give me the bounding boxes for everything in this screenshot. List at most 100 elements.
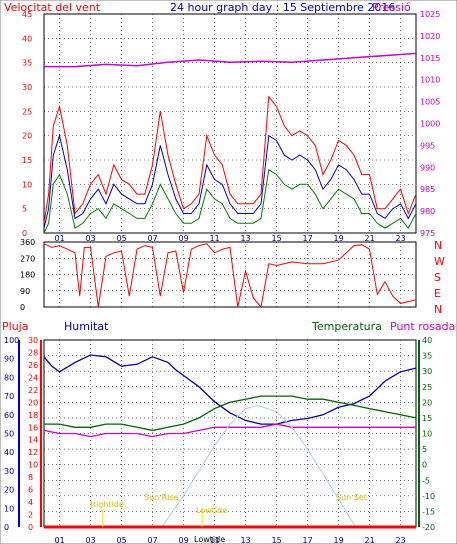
direction-tick-label: 270	[20, 254, 35, 263]
direction-tick-label: 90	[20, 287, 30, 296]
temperature-tick-label: -15	[422, 507, 435, 516]
climate-hour-label: 21	[365, 536, 375, 544]
wind-tick-label: 30	[22, 83, 32, 92]
pressure-tick-label: 975	[420, 229, 435, 238]
rain-tick-label: 18	[28, 411, 38, 420]
wind-tick-label: 0	[22, 229, 27, 238]
climate-hour-label: 05	[117, 536, 127, 544]
climate-hour-label: 09	[179, 536, 189, 544]
pressure-tick-label: 980	[420, 207, 435, 216]
wind-hour-label: 09	[179, 234, 189, 243]
rain-tick-label: 2	[28, 511, 33, 520]
dewpoint-line	[43, 423, 416, 438]
temperature-tick-label: 15	[422, 414, 432, 423]
wind-minimum-line	[43, 168, 417, 234]
direction-letter-n-top: N	[434, 239, 442, 252]
humidity-tick-label: 100	[4, 336, 19, 345]
rain-tick-label: 8	[28, 473, 33, 482]
rain-tick-label: 26	[28, 361, 38, 370]
sunrise-label: Sun Rise	[144, 493, 179, 502]
rain-tick-label: 0	[28, 523, 33, 532]
sunset-label: Sun Set	[336, 493, 367, 502]
temperature-line	[44, 395, 417, 432]
wind-hour-label: 11	[210, 234, 220, 243]
rain-tick-label: 30	[28, 336, 38, 345]
direction-panel-frame	[43, 241, 417, 308]
lowtide-label: Lowtide	[196, 506, 227, 515]
direction-letter-w: W	[434, 255, 445, 268]
pressure-tick-label: 990	[420, 163, 435, 172]
temperature-tick-label: 40	[422, 336, 432, 345]
wind-tick-label: 20	[22, 132, 32, 141]
temperature-tick-label: 25	[422, 383, 432, 392]
wind-tick-label: 35	[22, 59, 32, 68]
wind-gust-line	[43, 95, 417, 224]
humidity-tick-label: 30	[4, 467, 14, 476]
climate-hour-label: 17	[303, 536, 313, 544]
humidity-tick-label: 90	[4, 355, 14, 364]
pressure-tick-label: 1000	[420, 120, 440, 129]
wind-tick-label: 25	[22, 107, 32, 116]
temperature-tick-label: -20	[422, 523, 435, 532]
wind-hour-label: 03	[86, 234, 96, 243]
dewpoint-title: Punt rosada	[390, 320, 455, 333]
humidity-tick-label: 80	[4, 373, 14, 382]
wind-speed-title: Velocitat del vent	[4, 1, 101, 14]
wind-hour-label: 17	[303, 234, 313, 243]
pressure-tick-label: 1005	[420, 98, 440, 107]
climate-hour-label: 19	[334, 536, 344, 544]
climate-hour-label: 11	[210, 536, 220, 544]
wind-direction-line	[43, 243, 417, 309]
humidity-tick-label: 0	[4, 523, 9, 532]
climate-hour-label: 23	[396, 536, 406, 544]
temperature-title: Temperatura	[311, 320, 382, 333]
temperature-tick-label: 5	[422, 445, 427, 454]
pressure-tick-label: 995	[420, 141, 435, 150]
chart-labels: 0510152025303540459759809859909951000100…	[4, 10, 440, 544]
rain-tick-label: 6	[28, 486, 33, 495]
direction-letter-e: E	[434, 287, 441, 300]
wind-average-line	[43, 133, 417, 229]
direction-letter-s: S	[434, 271, 441, 284]
wind-panel-frame	[43, 13, 417, 234]
humidity-tick-label: 50	[4, 430, 14, 439]
direction-tick-label: 0	[20, 303, 25, 312]
humidity-tick-label: 40	[4, 448, 14, 457]
climate-hour-label: 01	[55, 536, 65, 544]
pressure-tick-label: 1010	[420, 76, 440, 85]
temperature-tick-label: 0	[422, 461, 427, 470]
direction-letter-n-bottom: N	[434, 303, 442, 316]
wind-hour-label: 23	[396, 234, 406, 243]
temperature-tick-label: 20	[422, 398, 432, 407]
rain-tick-label: 28	[28, 348, 38, 357]
wind-tick-label: 45	[22, 10, 32, 19]
wind-hour-label: 19	[334, 234, 344, 243]
rain-tick-label: 20	[28, 398, 38, 407]
temperature-tick-label: -5	[422, 476, 430, 485]
rain-tick-label: 10	[28, 461, 38, 470]
rain-tick-label: 24	[28, 373, 38, 382]
rain-title: Pluja	[2, 320, 28, 333]
rain-tick-label: 4	[28, 498, 33, 507]
wind-hour-label: 07	[148, 234, 158, 243]
rain-tick-label: 22	[28, 386, 38, 395]
wind-hour-label: 01	[55, 234, 65, 243]
hightide-label: Hightide	[90, 500, 124, 509]
humidity-tick-label: 10	[4, 504, 14, 513]
climate-hour-label: 15	[272, 536, 282, 544]
grid-lines	[44, 13, 416, 528]
pressure-title: Pressió	[372, 1, 411, 14]
wind-tick-label: 10	[22, 180, 32, 189]
direction-tick-label: 360	[20, 238, 35, 247]
chart-marks	[43, 52, 417, 529]
humidity-tick-label: 60	[4, 411, 14, 420]
wind-hour-label: 05	[117, 234, 127, 243]
humidity-tick-label: 70	[4, 392, 14, 401]
wind-hour-label: 13	[241, 234, 251, 243]
humidity-line	[43, 354, 417, 425]
pressure-line	[44, 52, 417, 68]
climate-hour-label: 13	[241, 536, 251, 544]
lowtide-bottom-label: Lowtide	[194, 535, 225, 544]
humidity-tick-label: 20	[4, 486, 14, 495]
wind-hour-label: 15	[272, 234, 282, 243]
